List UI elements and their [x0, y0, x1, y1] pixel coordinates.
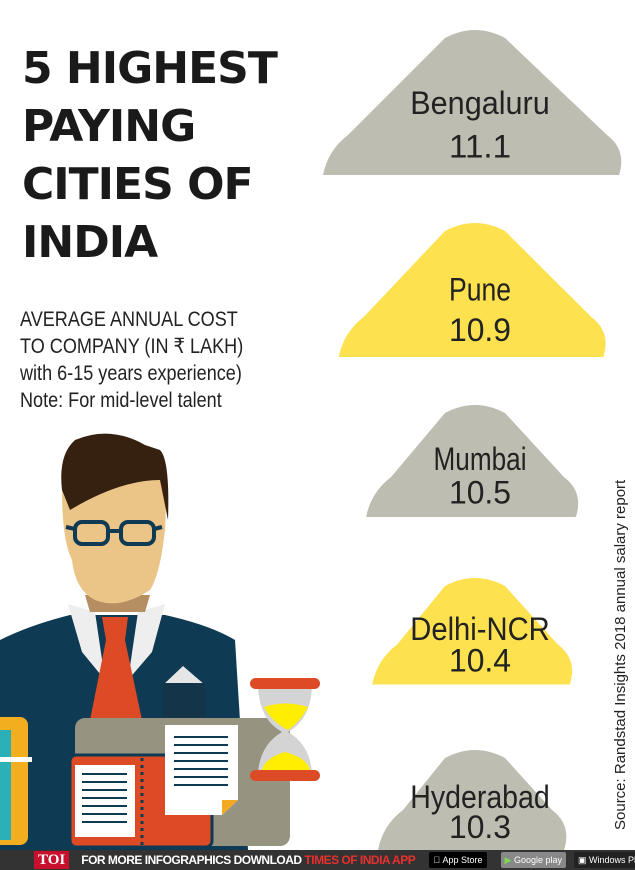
city-bar-bengaluru — [323, 30, 622, 175]
app-store-label: App Store — [435, 855, 482, 865]
subtitle-line: with 6-15 years experience) — [20, 362, 242, 385]
title-line: 5 HIGHEST — [22, 43, 278, 94]
value-label: 10.3 — [449, 809, 511, 845]
app-store-badge[interactable]:  App Store — [429, 852, 487, 868]
city-bar-pune — [338, 223, 606, 357]
footer-promo-red: TIMES OF INDIA APP — [304, 853, 416, 867]
value-label: 10.9 — [449, 312, 511, 348]
city-label: Bengaluru — [410, 85, 550, 121]
city-label: Pune — [449, 272, 511, 308]
windows-icon: ▣ — [571, 854, 587, 865]
subtitle: AVERAGE ANNUAL COST TO COMPANY (IN ₹ LAK… — [20, 306, 243, 414]
toi-logo[interactable]: TOI — [34, 851, 70, 869]
source-note: Source: Randstad Insights 2018 annual sa… — [612, 479, 629, 830]
value-label: 11.1 — [449, 129, 511, 165]
subtitle-line: TO COMPANY (IN ₹ LAKH) — [20, 335, 244, 358]
google-play-label: Google play — [507, 855, 562, 865]
footer-bar: TOI FOR MORE INFOGRAPHICS DOWNLOAD TIMES… — [0, 850, 635, 870]
google-play-badge[interactable]: ▶ Google play — [497, 852, 566, 868]
footer-promo-white: FOR MORE INFOGRAPHICS DOWNLOAD — [81, 853, 305, 867]
value-label: 10.4 — [449, 643, 511, 679]
subtitle-line: AVERAGE ANNUAL COST — [20, 308, 238, 331]
city-bar-delhi-ncr — [372, 578, 573, 685]
subtitle-line: Note: For mid-level talent — [20, 389, 222, 412]
windows-phone-badge[interactable]: ▣ Windows Phone — [571, 852, 635, 868]
city-label: Delhi-NCR — [410, 611, 550, 647]
apple-icon:  — [433, 855, 440, 865]
city-label: Hyderabad — [410, 779, 550, 815]
windows-phone-label: Windows Phone — [582, 855, 635, 865]
city-bar-hyderabad — [377, 750, 567, 850]
city-bar-mumbai — [366, 405, 579, 517]
play-icon: ▶ — [497, 854, 512, 865]
page-title: 5 HIGHEST PAYING CITIES OF INDIA — [22, 40, 278, 272]
title-line: CITIES OF — [22, 159, 254, 210]
value-label: 10.5 — [449, 475, 511, 511]
title-line: INDIA — [22, 217, 158, 268]
footer-promo: FOR MORE INFOGRAPHICS DOWNLOAD TIMES OF … — [81, 853, 415, 867]
city-label: Mumbai — [434, 441, 527, 477]
title-line: PAYING — [22, 101, 196, 152]
